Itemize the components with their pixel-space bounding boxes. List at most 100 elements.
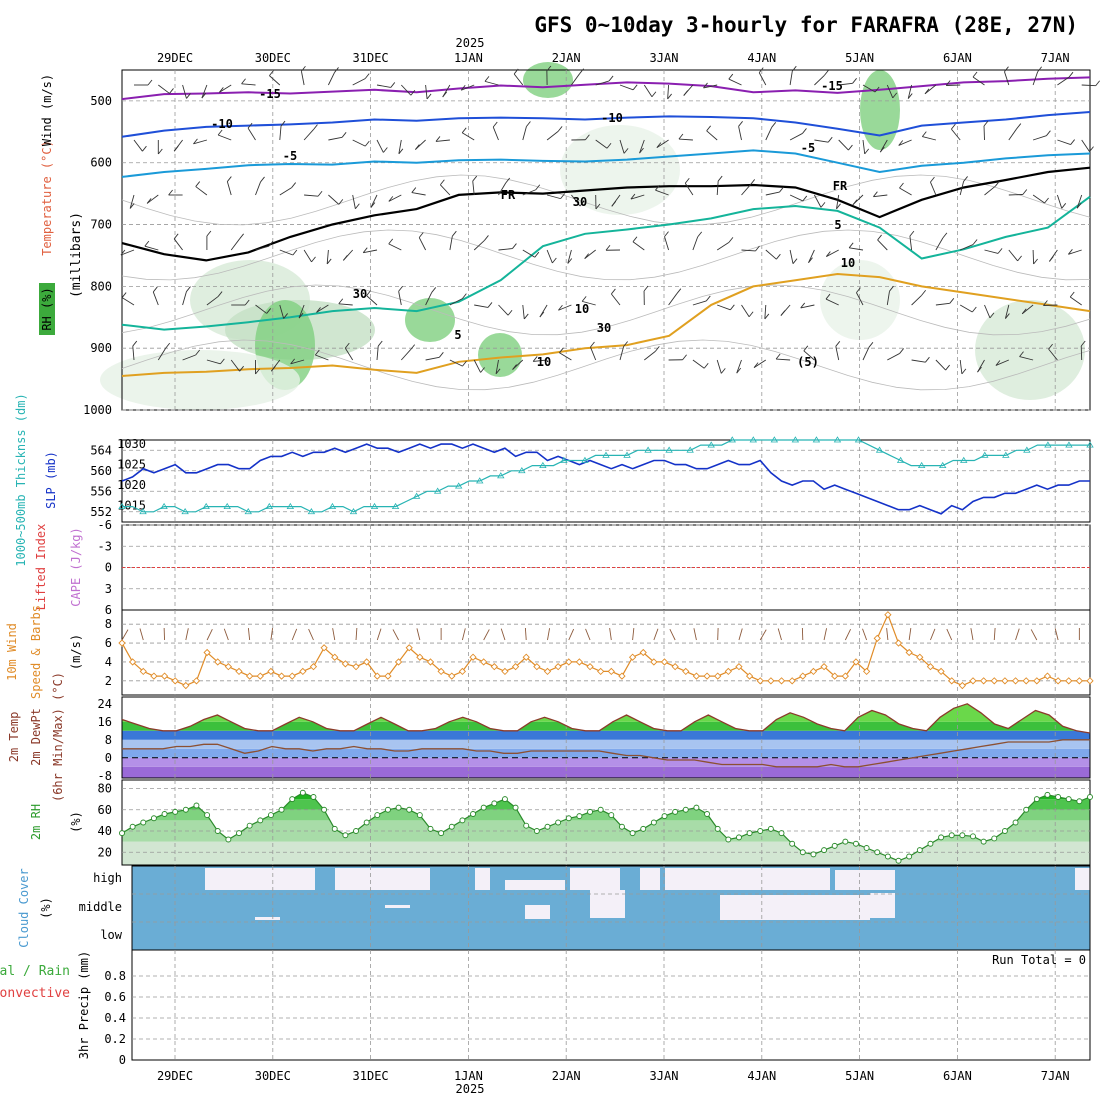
wind-speed-marker	[426, 658, 435, 666]
wind-barb-flag	[480, 367, 485, 373]
wind-barb-flag	[703, 362, 709, 369]
thickness-marker	[202, 502, 210, 510]
wind-barb-flag	[462, 360, 467, 367]
wind-barb	[327, 72, 335, 86]
rh-marker	[448, 823, 455, 830]
wind-barb	[121, 297, 135, 306]
ylabel-rh-units: (%)	[69, 811, 83, 833]
wind-barb-flag	[909, 230, 915, 237]
isotherm-label: FR	[501, 188, 516, 202]
wind-barb	[328, 136, 343, 141]
wind-barb-flag	[1022, 189, 1028, 195]
slp-tick: 1025	[117, 458, 146, 472]
wind-barb-flag	[579, 68, 584, 74]
bottom-date-label: 29DEC	[157, 1069, 193, 1083]
wind-barb	[758, 72, 767, 86]
wind-barb	[590, 346, 597, 361]
wind-barb-flag	[142, 145, 147, 152]
rh-marker	[1012, 819, 1019, 826]
wind-barb-flag	[835, 341, 841, 347]
wind-barb-10m	[862, 628, 868, 641]
thickness-line	[122, 439, 1090, 513]
rh-tick: 40	[98, 824, 112, 838]
wind-barb-flag	[651, 91, 657, 98]
wind-barb	[206, 359, 221, 365]
temp-tick: 16	[98, 715, 112, 729]
wind-speed-marker	[682, 667, 690, 676]
wind-barb	[425, 292, 433, 306]
wind-barb	[571, 194, 581, 207]
wind-barb-flag	[771, 122, 777, 128]
wind-barb	[692, 236, 699, 251]
wind-barb	[924, 84, 937, 95]
rh-marker	[831, 842, 838, 849]
top-date-label: 4JAN	[747, 51, 776, 65]
wind-barb-flag	[879, 146, 885, 153]
thickness-marker	[370, 502, 379, 510]
rh-shading	[478, 333, 522, 377]
wind-barb-flag	[590, 341, 595, 348]
rh-marker	[714, 825, 721, 832]
wind-barb	[303, 249, 312, 263]
wind-speed-marker	[522, 653, 530, 661]
rh-marker	[1023, 806, 1030, 813]
rh-marker	[1044, 791, 1051, 798]
wind-barb-flag	[557, 126, 563, 132]
wind-speed-marker	[586, 663, 594, 671]
wind-barb-flag	[983, 120, 989, 127]
wind-barb-flag	[1021, 308, 1027, 315]
thickness-marker	[454, 482, 463, 489]
wind-speed-marker	[831, 672, 839, 680]
thickness-marker	[160, 502, 168, 510]
wind-barb	[1032, 135, 1047, 141]
wind-barb	[241, 83, 256, 86]
wind-barb	[558, 304, 572, 311]
wind-barb-flag	[1080, 340, 1086, 347]
wind-barb-flag	[168, 189, 173, 196]
ylabel-2m-temp: 2m Temp	[7, 712, 21, 763]
thickness-marker	[118, 502, 126, 510]
wind-barb	[1008, 128, 1018, 141]
isotherm-label: FR	[833, 179, 848, 193]
wind-speed-marker	[745, 672, 754, 680]
isotherm--10	[121, 111, 1091, 138]
wind-barb-10m	[461, 628, 466, 641]
wind-barb	[911, 359, 926, 363]
wind-barb	[595, 80, 610, 86]
wind-barb-flag	[411, 187, 417, 193]
wind-barb	[1069, 296, 1082, 306]
rh-marker	[842, 838, 849, 845]
pressure-tick: 800	[90, 279, 112, 293]
temperature-panel: 24 16 8 0 -8	[98, 696, 1091, 783]
wind-speed-marker	[288, 672, 296, 680]
wind-speed-marker	[1022, 677, 1030, 685]
wind-barb-10m	[376, 628, 382, 641]
cloud-clear-area	[335, 868, 430, 890]
wind-barb-flag	[169, 88, 174, 94]
wind-barb-flag	[362, 247, 368, 253]
wind-barb-flag	[507, 309, 513, 316]
temp-band	[122, 730, 1090, 740]
wind-barb-flag	[584, 253, 590, 259]
thickness-marker	[938, 461, 947, 469]
wind-barb-flag	[921, 131, 927, 137]
wind-speed-marker	[214, 658, 222, 666]
wind-barb-flag	[313, 124, 318, 130]
rh-marker	[438, 830, 445, 837]
wind-barb	[935, 237, 944, 251]
wind-barb-flag	[241, 78, 246, 85]
wind-speed-marker	[139, 667, 147, 676]
precip-tick: 0.4	[104, 1011, 126, 1025]
wind-speed-marker	[820, 663, 828, 671]
wind-speed-marker	[597, 667, 605, 676]
rh-marker	[140, 819, 147, 826]
isotherm-label: 10	[575, 302, 589, 316]
rh-marker	[182, 806, 189, 813]
wind-barb	[269, 75, 281, 86]
wind-speed-marker	[235, 667, 243, 676]
wind-barb-flag	[388, 196, 394, 202]
wind-barb	[546, 194, 561, 200]
wind-barb-flag	[595, 203, 601, 210]
wind-speed-marker	[192, 677, 201, 685]
thickness-marker	[896, 456, 905, 463]
